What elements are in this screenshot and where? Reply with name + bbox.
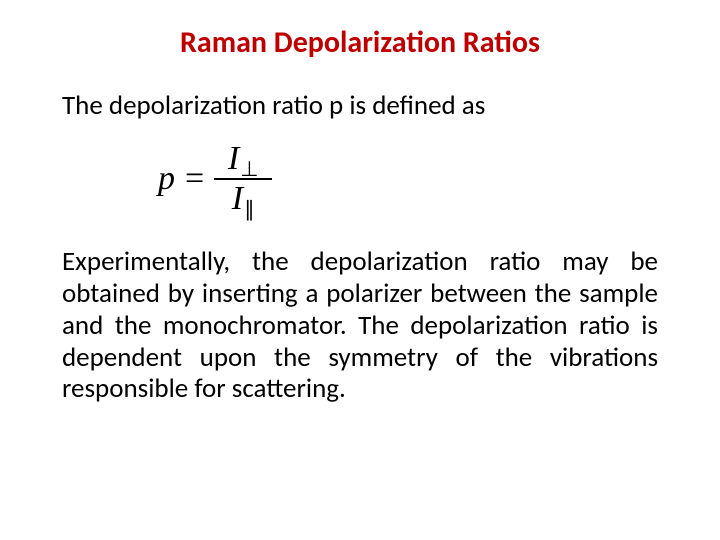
equation-denominator: I ∥ [222, 180, 265, 218]
slide-title: Raman Depolarization Ratios [62, 24, 658, 61]
intro-text: The depolarization ratio p is defined as [62, 89, 658, 122]
slide: Raman Depolarization Ratios The depolari… [0, 0, 720, 540]
denominator-subscript: ∥ [244, 199, 255, 220]
equation-equals: = [181, 162, 214, 196]
body-text: Experimentally, the depolarization ratio… [62, 246, 658, 405]
denominator-variable: I [232, 182, 243, 216]
equation-lhs: p [158, 162, 181, 196]
equation-row: p = I ⊥ I ∥ [158, 140, 658, 218]
numerator-variable: I [228, 142, 239, 176]
equation-block: p = I ⊥ I ∥ [158, 140, 658, 218]
numerator-subscript: ⊥ [240, 159, 258, 180]
equation-fraction: I ⊥ I ∥ [214, 140, 272, 218]
equation-numerator: I ⊥ [218, 140, 269, 178]
